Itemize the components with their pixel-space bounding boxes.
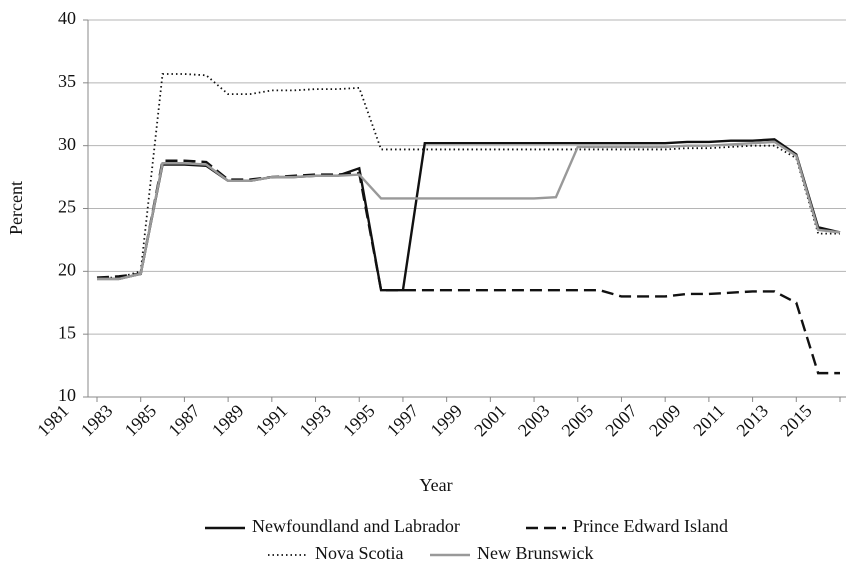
x-tick-label: 1993	[295, 401, 335, 441]
y-tick-label: 25	[58, 197, 76, 217]
y-tick-label: 35	[58, 71, 76, 91]
legend-label: Newfoundland and Labrador	[252, 516, 460, 536]
x-tick-label: 2005	[558, 401, 598, 441]
y-tick-label: 40	[58, 8, 76, 28]
x-axis-title: Year	[419, 475, 452, 495]
x-tick-label: 1987	[164, 401, 204, 441]
x-tick-label: 1991	[252, 401, 292, 441]
x-tick-label: 1983	[77, 401, 117, 441]
legend-label: Nova Scotia	[315, 543, 403, 563]
x-tick-label: 1989	[208, 401, 248, 441]
x-tick-label: 2013	[732, 401, 772, 441]
x-tick-label: 2015	[776, 401, 816, 441]
x-tick-label: 2003	[514, 401, 554, 441]
y-tick-label: 30	[58, 134, 76, 154]
x-tick-label: 1981	[33, 401, 73, 441]
y-axis-title: Percent	[6, 181, 26, 235]
x-tick-label: 1997	[383, 401, 423, 441]
legend-label: Prince Edward Island	[573, 516, 728, 536]
x-tick-label: 2001	[470, 401, 510, 441]
y-tick-label: 10	[58, 385, 76, 405]
x-tick-label: 1985	[121, 401, 161, 441]
x-tick-label: 1995	[339, 401, 379, 441]
y-tick-label: 15	[58, 322, 76, 342]
series-line	[97, 138, 841, 292]
x-tick-label: 1999	[427, 401, 467, 441]
series-line	[97, 140, 841, 281]
series-line	[96, 159, 840, 375]
x-tick-label: 2009	[645, 401, 685, 441]
x-tick-label: 2011	[689, 401, 728, 440]
legend-label: New Brunswick	[477, 543, 593, 563]
y-tick-label: 20	[58, 259, 76, 279]
series-line	[97, 73, 840, 279]
x-tick-label: 2007	[601, 401, 641, 441]
